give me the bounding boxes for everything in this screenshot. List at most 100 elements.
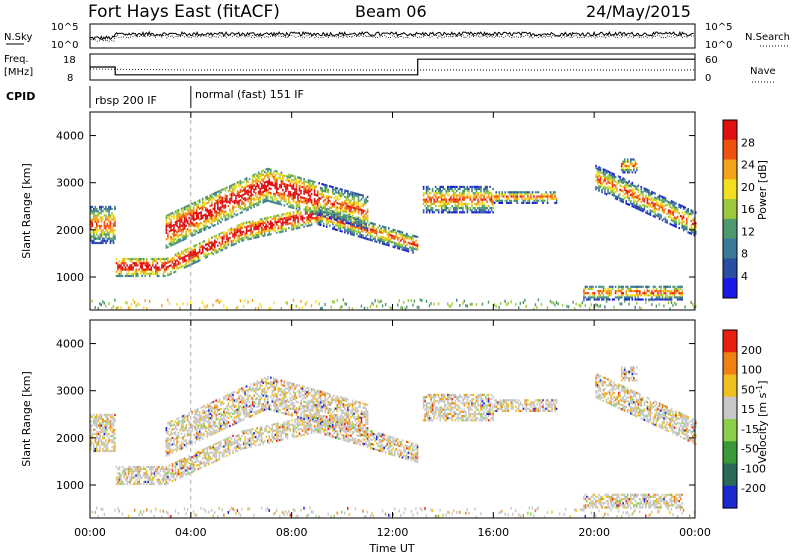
- echo-cell: [141, 468, 143, 471]
- echo-cell: [422, 198, 425, 201]
- echo-cell: [142, 257, 145, 261]
- echo-cell: [294, 225, 296, 228]
- echo-cell: [165, 227, 168, 230]
- echo-cell: [525, 197, 528, 200]
- echo-cell: [156, 465, 159, 469]
- echo-cell: [165, 437, 168, 440]
- echo-cell: [218, 300, 220, 304]
- echo-cell: [459, 196, 461, 199]
- echo-cell: [153, 470, 156, 473]
- echo-cell: [628, 197, 630, 200]
- echo-cell: [295, 212, 298, 215]
- echo-cell: [241, 202, 243, 205]
- echo-cell: [454, 198, 457, 201]
- echo-cell: [439, 200, 441, 203]
- echo-cell: [626, 294, 629, 297]
- echo-cell: [161, 304, 163, 308]
- echo-cell: [678, 227, 680, 230]
- echo-cell: [238, 180, 240, 183]
- echo-cell: [315, 220, 317, 223]
- echo-cell: [306, 210, 308, 213]
- echo-cell: [344, 217, 346, 220]
- echo-cell: [132, 470, 134, 473]
- echo-cell: [263, 194, 266, 197]
- echo-cell: [149, 268, 151, 271]
- echo-cell: [675, 223, 677, 226]
- echo-cell: [220, 202, 222, 205]
- echo-cell: [274, 227, 277, 230]
- echo-cell: [238, 226, 240, 229]
- echo-cell: [257, 235, 260, 238]
- echo-cell: [676, 211, 679, 214]
- echo-cell: [236, 305, 239, 309]
- echo-cell: [283, 193, 286, 196]
- echo-cell: [254, 173, 257, 176]
- echo-cell: [633, 193, 635, 196]
- echo-cell: [211, 251, 213, 254]
- echo-cell: [174, 262, 177, 265]
- echo-cell: [448, 211, 451, 214]
- echo-cell: [309, 211, 311, 214]
- echo-cell: [344, 195, 346, 198]
- echo-cell: [289, 174, 292, 177]
- echo-cell: [182, 238, 184, 241]
- echo-cell: [94, 415, 97, 419]
- echo-cell: [245, 198, 248, 201]
- echo-cell: [586, 285, 588, 288]
- echo-cell: [639, 290, 641, 293]
- echo-cell: [191, 262, 193, 266]
- echo-cell: [189, 222, 192, 225]
- echo-cell: [127, 474, 130, 477]
- echo-cell: [664, 220, 667, 223]
- echo-cell: [168, 470, 171, 474]
- echo-cell: [681, 217, 683, 220]
- echo-cell: [344, 224, 346, 227]
- echo-cell: [552, 193, 555, 196]
- echo-cell: [235, 197, 237, 200]
- echo-cell: [439, 192, 441, 195]
- echo-cell: [164, 274, 166, 278]
- echo-cell: [658, 215, 661, 218]
- echo-cell: [693, 234, 696, 237]
- echo-cell: [94, 241, 97, 245]
- echo-cell: [286, 212, 289, 215]
- echo-cell: [257, 178, 260, 181]
- echo-cell: [592, 287, 594, 290]
- echo-cell: [91, 435, 94, 438]
- echo-cell: [276, 216, 278, 220]
- echo-cell: [221, 231, 224, 234]
- echo-cell: [507, 201, 510, 204]
- echo-cell: [211, 212, 213, 215]
- echo-cell: [620, 285, 623, 288]
- echo-cell: [176, 424, 178, 427]
- echo-cell: [324, 203, 326, 206]
- echo-cell: [669, 205, 671, 208]
- echo-cell: [295, 216, 298, 219]
- echo-cell: [156, 478, 159, 481]
- echo-cell: [590, 285, 593, 288]
- echo-cell: [525, 201, 528, 204]
- echo-cell: [459, 185, 461, 188]
- echo-cell: [141, 270, 143, 273]
- echo-cell: [156, 268, 159, 271]
- echo-cell: [347, 207, 349, 210]
- echo-cell: [654, 203, 656, 206]
- echo-cell: [176, 422, 178, 425]
- echo-cell: [227, 215, 230, 218]
- echo-cell: [238, 228, 240, 231]
- echo-cell: [341, 230, 343, 233]
- echo-cell: [235, 227, 237, 230]
- echo-cell: [100, 443, 103, 446]
- nsky-panel: N.Sky 10^5 10^0 10^5 10^0 N.Search: [4, 22, 790, 51]
- echo-cell: [551, 301, 553, 305]
- echo-cell: [170, 238, 172, 241]
- echo-cell: [120, 474, 122, 477]
- echo-cell: [177, 254, 180, 257]
- echo-cell: [289, 191, 292, 194]
- echo-cell: [676, 290, 679, 293]
- echo-cell: [282, 195, 284, 198]
- echo-cell: [292, 175, 295, 178]
- echo-cell: [397, 236, 399, 239]
- echo-cell: [310, 221, 313, 224]
- echo-cell: [220, 199, 222, 203]
